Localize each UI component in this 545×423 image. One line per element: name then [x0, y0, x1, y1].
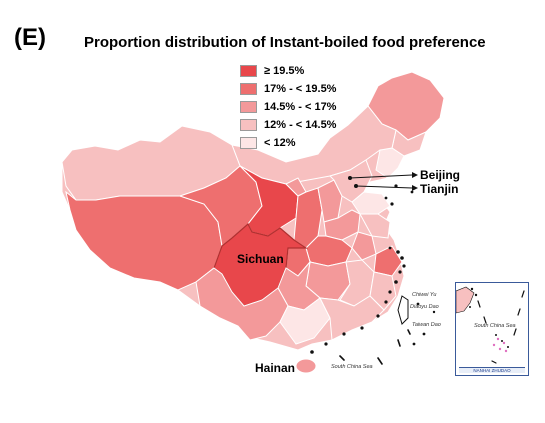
sichuan-label: Sichuan	[237, 252, 284, 266]
legend-label: 12% - < 14.5%	[264, 119, 337, 131]
inset-map	[456, 286, 525, 364]
tianjin-pointer	[355, 185, 413, 189]
inset-dashes	[477, 290, 525, 364]
legend-item: 14.5% - < 17%	[240, 98, 336, 116]
province-fujian	[369, 271, 397, 311]
panel-label: (E)	[14, 24, 46, 51]
inset-magenta-islands	[492, 337, 508, 353]
legend-label: ≥ 19.5%	[264, 65, 305, 77]
legend-item: < 12%	[240, 134, 336, 152]
inset-islands	[469, 287, 509, 348]
map-title: Proportion distribution of Instant-boile…	[84, 34, 486, 51]
beijing-label: Beijing	[420, 168, 461, 182]
province-tibet	[65, 190, 223, 291]
taiwan-island	[397, 295, 409, 325]
legend: ≥ 19.5% 17% - < 19.5% 14.5% - < 17% 12% …	[240, 62, 336, 152]
legend-swatch	[240, 119, 257, 131]
legend-label: < 12%	[264, 137, 296, 149]
legend-swatch	[240, 101, 257, 113]
inset-sea-label: South China Sea	[474, 323, 516, 329]
taiwan-dao-label: Taiwan Dao	[412, 322, 441, 328]
legend-item: 12% - < 14.5%	[240, 116, 336, 134]
legend-swatch	[240, 83, 257, 95]
province-hainan	[295, 358, 317, 374]
legend-item: 17% - < 19.5%	[240, 80, 336, 98]
hainan-label: Hainan	[255, 361, 296, 375]
chiwei-yu-label: Chiwei Yu	[412, 292, 437, 298]
inset-coast	[456, 286, 475, 314]
south-china-sea-inset: South China Sea NANHAI ZHUDAO	[455, 282, 529, 376]
legend-swatch	[240, 65, 257, 77]
diaoyu-dao-label: Diaoyu Dao	[410, 304, 439, 310]
legend-swatch	[240, 137, 257, 149]
legend-label: 14.5% - < 17%	[264, 101, 337, 113]
south-china-sea-label: South China Sea	[331, 364, 373, 370]
beijing-pointer	[349, 174, 413, 179]
inset-caption: NANHAI ZHUDAO	[459, 367, 525, 373]
province-jiangsu	[359, 213, 391, 239]
sea-dashes	[339, 329, 411, 365]
tianjin-label: Tianjin	[420, 182, 459, 196]
province-anhui	[351, 231, 377, 261]
legend-label: 17% - < 19.5%	[264, 83, 337, 95]
legend-item: ≥ 19.5%	[240, 62, 336, 80]
coastal-islands	[310, 184, 436, 354]
